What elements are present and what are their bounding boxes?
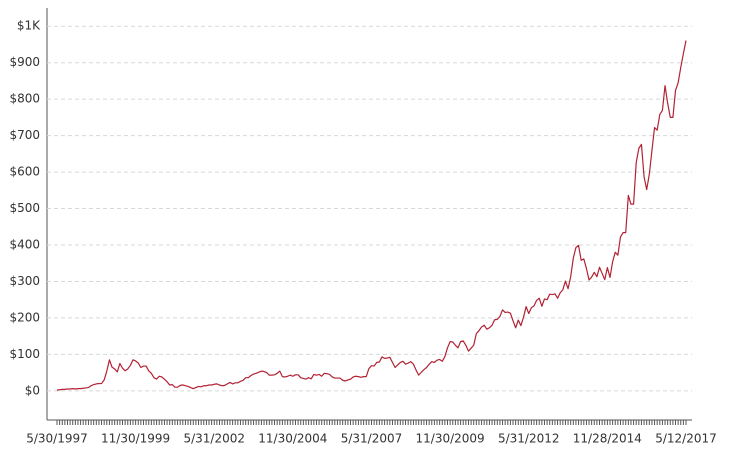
y-tick-label: $200 [9, 310, 40, 324]
y-tick-label: $1K [17, 19, 41, 33]
y-tick-label: $300 [9, 274, 40, 288]
y-tick-label: $600 [9, 165, 40, 179]
x-tick-label: 5/30/1997 [26, 432, 88, 446]
x-tick-label: 5/31/2007 [341, 432, 403, 446]
y-tick-label: $0 [25, 383, 40, 397]
y-tick-label: $100 [9, 347, 40, 361]
line [56, 40, 687, 391]
x-tick-label: 11/30/2004 [258, 432, 327, 446]
x-tick-label: 5/31/2012 [498, 432, 560, 446]
y-tick-label: $500 [9, 201, 40, 215]
x-tick-label: 5/12/2017 [655, 432, 717, 446]
y-tick-label: $400 [9, 237, 40, 251]
x-tick-label: 5/31/2002 [183, 432, 245, 446]
y-tick-label: $700 [9, 128, 40, 142]
y-tick-label: $900 [9, 55, 40, 69]
x-tick-label: 11/28/2014 [573, 432, 642, 446]
x-tick-label: 11/30/1999 [101, 432, 170, 446]
y-tick-label: $800 [9, 92, 40, 106]
x-tick-label: 11/30/2009 [416, 432, 485, 446]
